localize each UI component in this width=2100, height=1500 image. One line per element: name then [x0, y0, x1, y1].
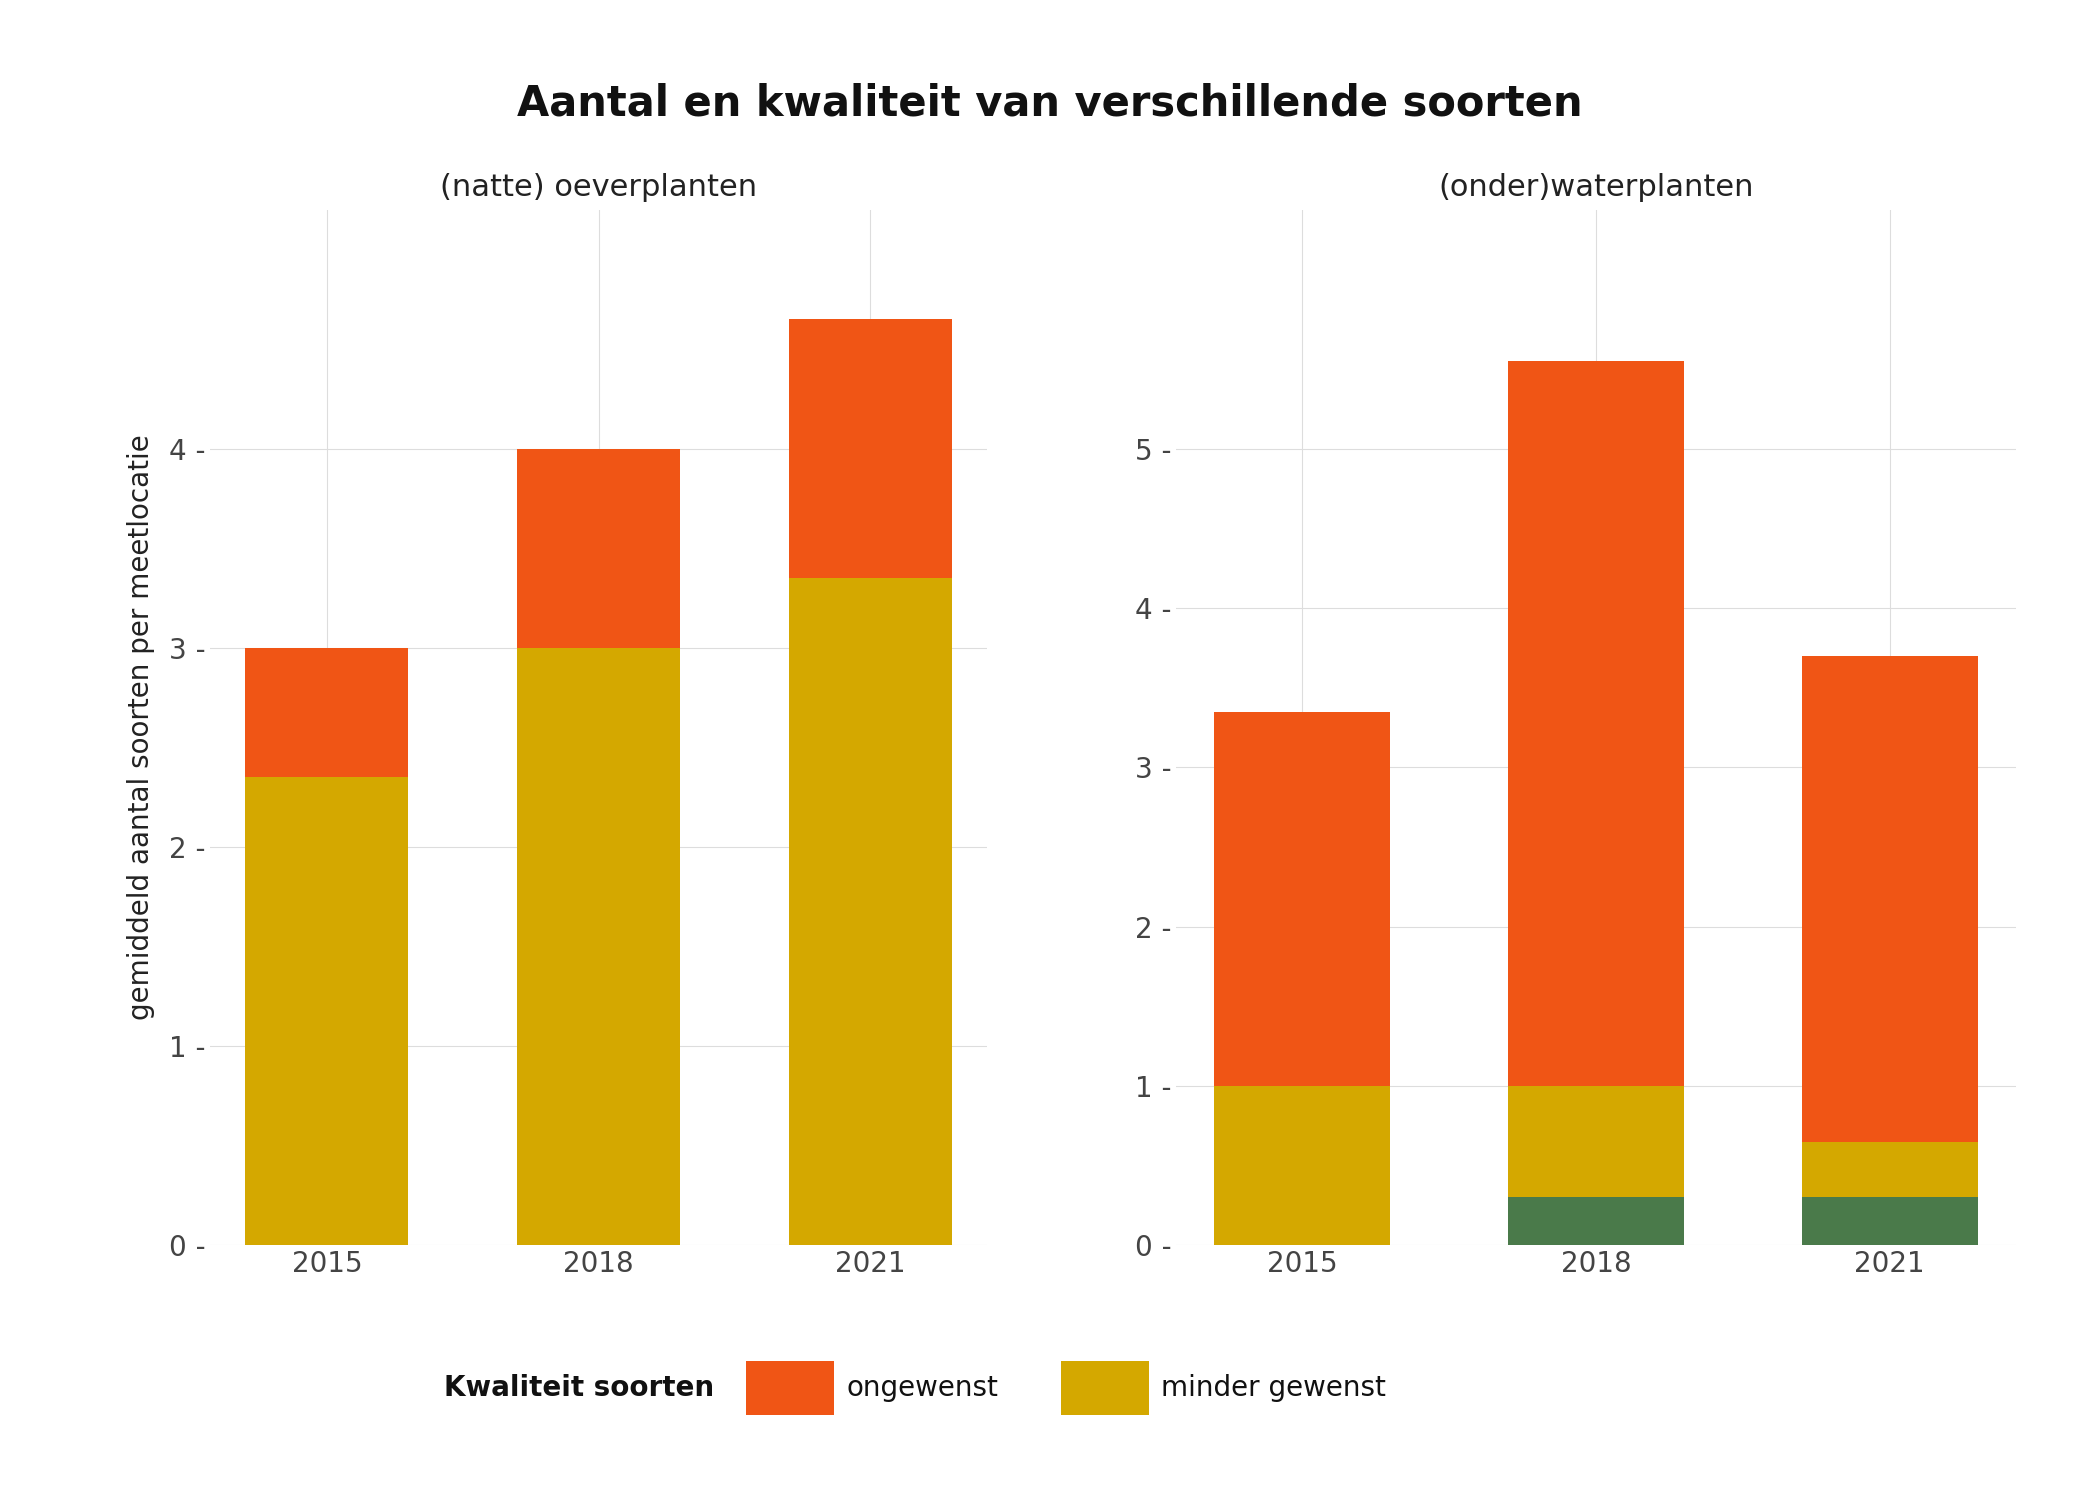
Bar: [790, 320, 951, 578]
Bar: [246, 777, 407, 1245]
Text: ongewenst: ongewenst: [846, 1374, 998, 1401]
Bar: [790, 578, 951, 1245]
Bar: [517, 448, 680, 648]
Y-axis label: gemiddeld aantal soorten per meetlocatie: gemiddeld aantal soorten per meetlocatie: [126, 435, 155, 1020]
Bar: [1508, 1197, 1684, 1245]
Bar: [1802, 1197, 1978, 1245]
Text: Aantal en kwaliteit van verschillende soorten: Aantal en kwaliteit van verschillende so…: [517, 82, 1583, 124]
Bar: [1214, 711, 1390, 1086]
Title: (onder)waterplanten: (onder)waterplanten: [1438, 172, 1753, 202]
Bar: [517, 648, 680, 1245]
Bar: [1802, 1142, 1978, 1197]
Bar: [1508, 1086, 1684, 1197]
Text: minder gewenst: minder gewenst: [1161, 1374, 1386, 1401]
Bar: [1802, 656, 1978, 1142]
Bar: [246, 648, 407, 777]
Bar: [1214, 1086, 1390, 1245]
Bar: [1508, 362, 1684, 1086]
Text: Kwaliteit soorten: Kwaliteit soorten: [443, 1374, 714, 1401]
Title: (natte) oeverplanten: (natte) oeverplanten: [439, 172, 758, 202]
